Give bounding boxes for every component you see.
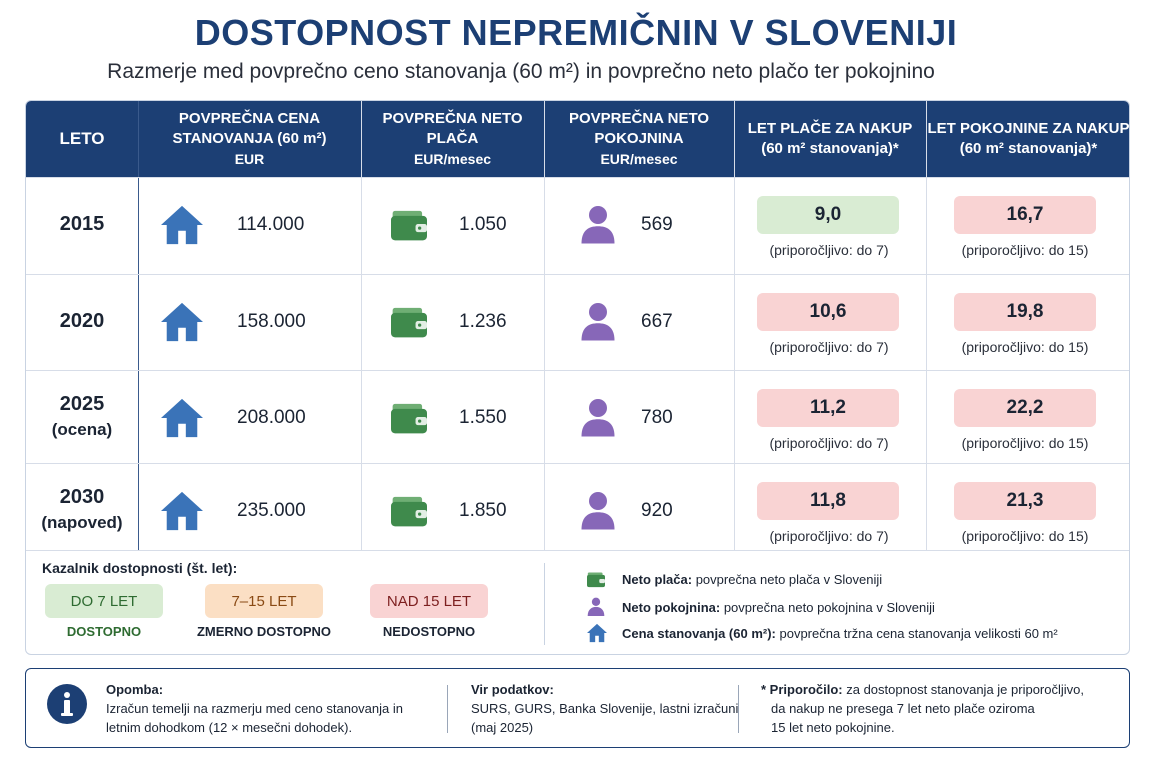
- legend-title: Kazalnik dostopnosti (št. let):: [42, 560, 238, 576]
- note-text: Opomba: Izračun temelji na razmerju med …: [106, 682, 403, 735]
- wallet-icon: [389, 492, 429, 533]
- pension-value: 569: [641, 214, 673, 235]
- salary-value: 1.050: [459, 214, 507, 235]
- notes-box: Opomba: Izračun temelji na razmerju med …: [25, 668, 1130, 748]
- header-years-pension: LET POKOJNINE ZA NAKUP (60 m² stanovanja)…: [927, 120, 1130, 157]
- year-cell: 2015: [26, 178, 138, 270]
- price-value: 114.000: [237, 214, 305, 235]
- house-icon: [159, 204, 205, 251]
- years-pension-badge: 19,8: [954, 293, 1096, 331]
- year-label: 2030: [59, 486, 105, 508]
- year-cell: 2020: [26, 275, 138, 367]
- header-salary: POVPREČNA NETO PLAČA EUR/mesec: [382, 110, 523, 167]
- table-divider: [26, 550, 1129, 551]
- recommendation-text: * Priporočilo: za dostopnost stanovanja …: [761, 682, 1084, 735]
- source-text: Vir podatkov: SURS, GURS, Banka Slovenij…: [471, 682, 739, 735]
- person-icon: [580, 490, 616, 535]
- wallet-icon: [587, 572, 605, 588]
- pension-value: 780: [641, 407, 673, 428]
- legend-item-price: Cena stanovanja (60 m²): povprečna tržna…: [622, 626, 1058, 641]
- house-icon: [159, 301, 205, 348]
- legend-good-caption: DOSTOPNO: [66, 624, 142, 639]
- legend-item-pension: Neto pokojnina: povprečna neto pokojnina…: [622, 600, 935, 615]
- salary-value: 1.550: [459, 407, 507, 428]
- header-year: LETO: [59, 129, 105, 148]
- grid-line: [138, 101, 139, 551]
- wallet-icon: [389, 303, 429, 344]
- recommendation-salary: (priporočljivo: do 7): [769, 435, 889, 451]
- years-salary-badge: 9,0: [757, 196, 899, 234]
- recommendation-pension: (priporočljivo: do 15): [961, 339, 1089, 355]
- table-row: 2030 (napoved) 235.000 1.850 920 11,8 (pr…: [26, 463, 1129, 556]
- salary-value: 1.236: [459, 311, 507, 332]
- page-subtitle: Razmerje med povprečno ceno stanovanja (…: [107, 60, 935, 83]
- note-separator: [738, 685, 739, 733]
- header-price: POVPREČNA CENA STANOVANJA (60 m²) EUR: [172, 110, 327, 167]
- legend-bad-badge: NAD 15 LET: [370, 584, 488, 618]
- grid-line: [926, 101, 927, 551]
- year-label: 2015: [59, 213, 105, 235]
- note-separator: [447, 685, 448, 733]
- wallet-icon: [389, 399, 429, 440]
- year-label: 2020: [59, 310, 105, 332]
- year-note: (napoved): [41, 513, 123, 532]
- table-row: 2025 (ocena) 208.000 1.550 780 11,2 (prip…: [26, 370, 1129, 463]
- year-cell: 2030 (napoved): [26, 464, 138, 556]
- grid-line: [544, 101, 545, 551]
- salary-value: 1.850: [459, 500, 507, 521]
- house-icon: [159, 397, 205, 444]
- info-icon: [47, 684, 87, 724]
- pension-value: 667: [641, 311, 673, 332]
- legend-medium-badge: 7–15 LET: [205, 584, 323, 618]
- pension-value: 920: [641, 500, 673, 521]
- legend-good-badge: DO 7 LET: [45, 584, 163, 618]
- house-icon: [159, 490, 205, 537]
- wallet-icon: [389, 206, 429, 247]
- header-pension: POVPREČNA NETO POKOJNINA EUR/mesec: [568, 110, 710, 167]
- years-salary-badge: 10,6: [757, 293, 899, 331]
- year-cell: 2025 (ocena): [26, 371, 138, 463]
- person-icon: [587, 597, 605, 616]
- recommendation-pension: (priporočljivo: do 15): [961, 528, 1089, 544]
- recommendation-salary: (priporočljivo: do 7): [769, 528, 889, 544]
- person-icon: [580, 397, 616, 442]
- table-row: 2020 158.000 1.236 667 10,6 (priporočlji…: [26, 274, 1129, 367]
- years-pension-badge: 16,7: [954, 196, 1096, 234]
- years-salary-badge: 11,2: [757, 389, 899, 427]
- person-icon: [580, 301, 616, 346]
- years-pension-badge: 21,3: [954, 482, 1096, 520]
- affordability-table: LETO POVPREČNA CENA STANOVANJA (60 m²) EUR…: [25, 100, 1130, 655]
- table-header: LETO POVPREČNA CENA STANOVANJA (60 m²) EUR…: [26, 101, 1130, 177]
- year-label: 2025: [59, 393, 105, 415]
- page-title: DOSTOPNOST NEPREMIČNIN V SLOVENIJI: [194, 12, 958, 53]
- legend-divider: [544, 563, 545, 645]
- recommendation-salary: (priporočljivo: do 7): [769, 339, 889, 355]
- grid-line: [734, 101, 735, 551]
- recommendation-salary: (priporočljivo: do 7): [769, 242, 889, 258]
- price-value: 235.000: [237, 500, 306, 521]
- year-note: (ocena): [51, 420, 113, 439]
- price-value: 208.000: [237, 407, 306, 428]
- legend-medium-caption: ZMERNO DOSTOPNO: [196, 624, 332, 639]
- years-pension-badge: 22,2: [954, 389, 1096, 427]
- years-salary-badge: 11,8: [757, 482, 899, 520]
- recommendation-pension: (priporočljivo: do 15): [961, 435, 1089, 451]
- price-value: 158.000: [237, 311, 306, 332]
- recommendation-pension: (priporočljivo: do 15): [961, 242, 1089, 258]
- legend-bad-caption: NEDOSTOPNO: [382, 624, 476, 639]
- table-row: 2015 114.000 1.050 569 9,0 (priporočljiv…: [26, 177, 1129, 270]
- header-years-salary: LET PLAČE ZA NAKUP (60 m² stanovanja)*: [747, 120, 913, 157]
- person-icon: [580, 204, 616, 249]
- grid-line: [361, 101, 362, 551]
- legend-item-salary: Neto plača: povprečna neto plača v Slove…: [622, 572, 883, 587]
- house-icon: [587, 623, 607, 643]
